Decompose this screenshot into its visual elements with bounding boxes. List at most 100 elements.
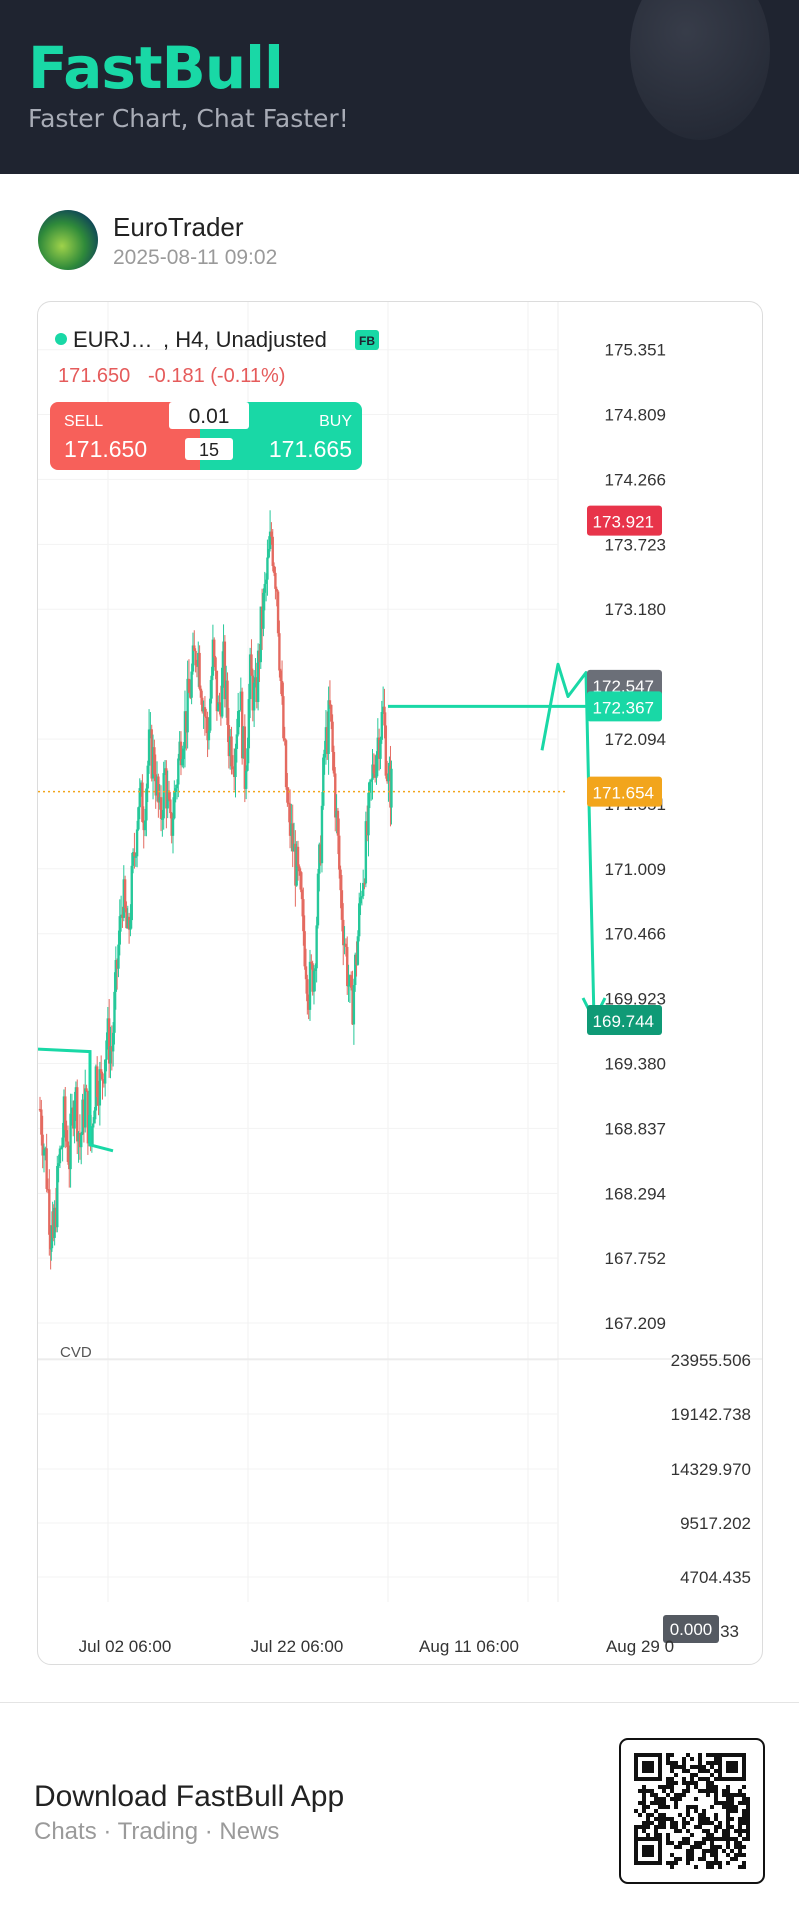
price-tag-label: 171.654	[593, 784, 654, 803]
qr-module	[710, 1753, 714, 1757]
qr-module	[690, 1773, 694, 1777]
qr-module	[638, 1789, 642, 1793]
chart-symbol[interactable]: EURJ…	[73, 327, 152, 352]
candle-body	[161, 818, 164, 820]
candle-body	[207, 730, 211, 741]
candle-body	[54, 1207, 58, 1228]
qr-module	[642, 1801, 646, 1805]
candle-body	[335, 810, 338, 818]
price-tick: 171.009	[605, 860, 666, 879]
qr-module	[634, 1825, 638, 1829]
candle-body	[110, 1046, 114, 1052]
candle-body	[183, 711, 187, 749]
candle-body	[300, 889, 304, 900]
qr-module	[670, 1789, 674, 1793]
qr-module	[650, 1813, 654, 1817]
qr-module	[698, 1817, 702, 1821]
qr-module	[686, 1769, 690, 1773]
candle-body	[284, 740, 288, 788]
candle-body	[236, 711, 240, 735]
candle-body	[177, 758, 180, 785]
chart-params: , H4, Unadjusted	[163, 327, 327, 352]
candle-body	[45, 1148, 48, 1189]
qr-module	[710, 1849, 714, 1853]
candle-body	[279, 670, 282, 682]
qr-module	[654, 1829, 658, 1833]
qr-module	[654, 1833, 658, 1837]
candle-body	[340, 890, 344, 920]
qr-module	[702, 1849, 706, 1853]
candle-body	[214, 657, 217, 671]
lot-size-input[interactable]	[169, 402, 249, 429]
candle-body	[82, 1099, 86, 1128]
candle-body	[102, 1080, 106, 1084]
candle-body	[185, 711, 188, 733]
download-title[interactable]: Download FastBull App	[34, 1780, 345, 1813]
qr-module	[746, 1817, 750, 1821]
qr-module	[726, 1829, 730, 1833]
chart-card[interactable]: 175.351 174.809 174.266 173.723 173.180 172.0…	[37, 301, 763, 1665]
candle-body	[299, 871, 302, 890]
qr-module	[690, 1781, 694, 1785]
qr-module	[666, 1833, 670, 1837]
price-tag-label: 169.744	[593, 1012, 654, 1031]
candle-body	[210, 675, 213, 699]
qr-module	[726, 1789, 730, 1793]
candle-body	[328, 700, 332, 705]
qr-module	[714, 1845, 718, 1849]
candle-body	[327, 700, 330, 754]
qr-module	[690, 1757, 694, 1761]
qr-module	[666, 1793, 670, 1797]
globe-avatar-icon[interactable]	[38, 210, 98, 270]
candle-body	[369, 779, 373, 782]
qr-module	[674, 1765, 678, 1769]
candle-body	[49, 1234, 52, 1249]
qr-module	[650, 1821, 654, 1825]
qr-module	[642, 1809, 646, 1813]
candle-body	[50, 1248, 53, 1250]
candle-body	[239, 691, 243, 711]
qr-module	[706, 1777, 710, 1781]
qr-module	[742, 1797, 746, 1801]
candle-body	[61, 1137, 64, 1148]
qr-module	[742, 1837, 746, 1841]
candle-body	[125, 908, 128, 929]
candle-body	[40, 1109, 43, 1135]
candle-body	[302, 899, 305, 932]
qr-module	[698, 1845, 702, 1849]
candle-body	[58, 1148, 62, 1164]
qr-module	[686, 1837, 690, 1841]
qr-module	[686, 1753, 690, 1757]
price-tag-label: 173.921	[593, 513, 654, 532]
qr-module	[662, 1789, 666, 1793]
candle-body	[126, 916, 129, 929]
date-tick: Jul 02 06:00	[79, 1637, 172, 1656]
candle-body	[356, 936, 360, 965]
qr-module	[642, 1829, 646, 1833]
qr-module	[690, 1853, 694, 1857]
candle-body	[311, 963, 314, 992]
candles	[38, 510, 393, 1270]
price-chart[interactable]: 175.351 174.809 174.266 173.723 173.180 172.0…	[38, 302, 762, 1664]
qr-module	[674, 1793, 678, 1797]
spread-value: 15	[199, 440, 219, 460]
cvd-label: CVD	[60, 1344, 92, 1361]
candle-body	[209, 698, 212, 731]
candle-body	[107, 1018, 111, 1064]
author-name[interactable]: EuroTrader	[113, 212, 244, 242]
candle-body	[179, 741, 183, 766]
candle-body	[194, 650, 197, 666]
qr-module	[646, 1813, 650, 1817]
candle-body	[267, 548, 270, 558]
candle-body	[57, 1163, 60, 1166]
qr-module	[714, 1753, 718, 1757]
qr-code-icon[interactable]	[618, 1737, 766, 1885]
qr-module	[714, 1769, 718, 1773]
qr-module	[650, 1789, 654, 1793]
candle-body	[323, 749, 326, 758]
qr-module	[662, 1797, 666, 1801]
candle-body	[129, 920, 132, 930]
qr-module	[662, 1821, 666, 1825]
qr-module	[706, 1829, 710, 1833]
qr-module	[706, 1793, 710, 1797]
